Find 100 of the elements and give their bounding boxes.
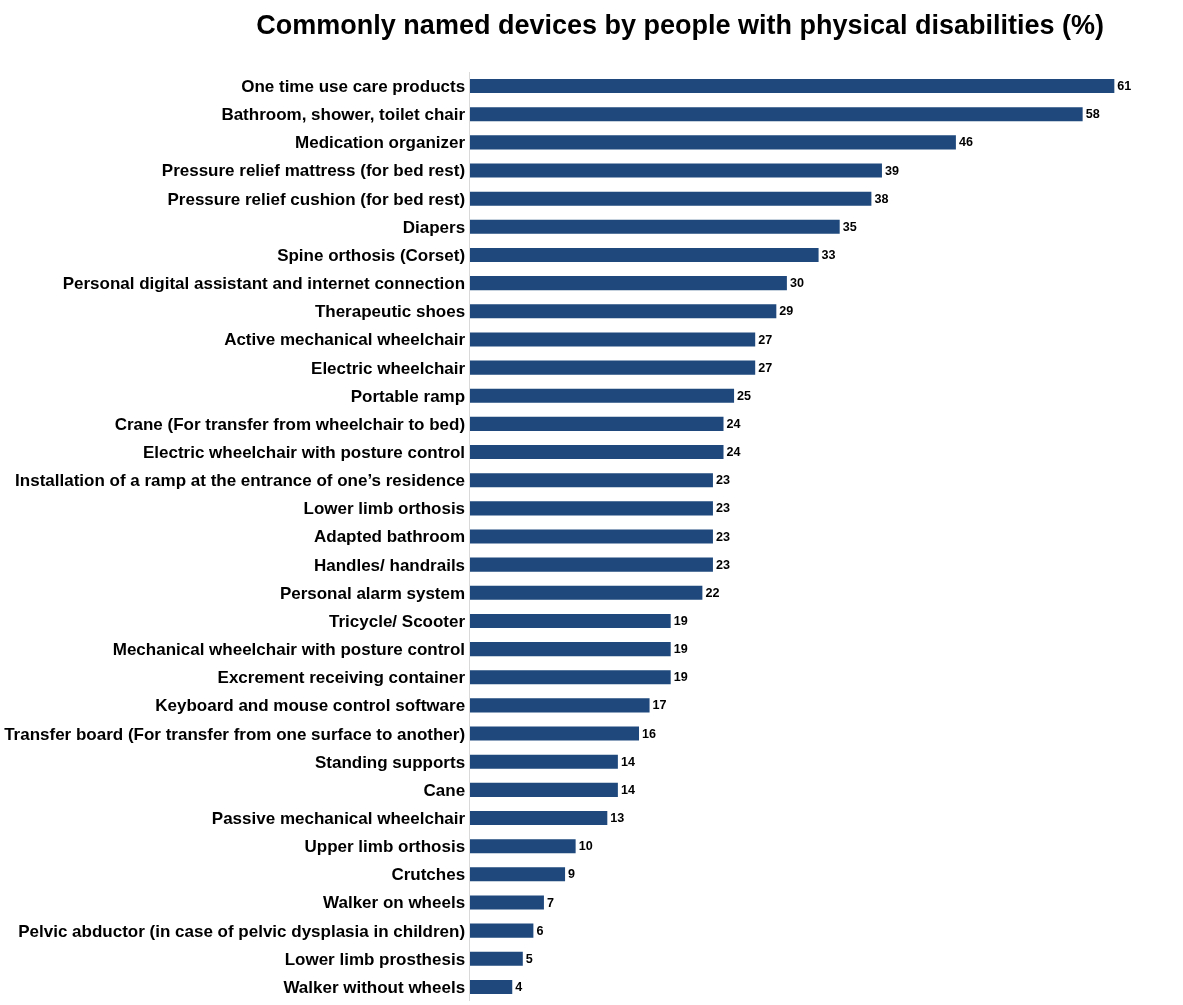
bar (470, 642, 671, 657)
data-label: 24 (726, 445, 741, 460)
bar (470, 951, 523, 966)
bar (470, 782, 618, 797)
y-tick-label: Installation of a ramp at the entrance of one’s residence (15, 471, 466, 491)
bar (470, 529, 713, 544)
y-tick-label: Crane (For transfer from wheelchair to bed) (114, 414, 466, 434)
bar (470, 923, 534, 938)
y-tick-label: Mechanical wheelchair with posture control (112, 640, 466, 660)
bar (470, 304, 777, 319)
y-tick-label: Crutches (391, 865, 466, 885)
data-label: 7 (546, 895, 554, 910)
y-tick-label: Excrement receiving container (217, 668, 466, 688)
y-tick-label: One time use care products (241, 77, 466, 97)
bar (470, 501, 713, 516)
bar (470, 332, 756, 347)
data-label: 16 (642, 726, 657, 741)
y-tick-label: Walker without wheels (283, 977, 466, 997)
data-label: 25 (737, 388, 752, 403)
bar (470, 726, 640, 741)
y-tick-label: Personal alarm system (279, 583, 466, 603)
y-tick-label: Active mechanical wheelchair (224, 330, 466, 350)
y-tick-label: Electric wheelchair with posture control (142, 443, 466, 462)
y-tick-label: Keyboard and mouse control software (155, 696, 466, 716)
data-label: 17 (652, 698, 667, 713)
y-tick-label: Upper limb orthosis (304, 837, 466, 857)
y-tick-label: Personal digital assistant and internet connection (62, 274, 466, 294)
y-tick-label: Tricycle/ Scooter (329, 611, 466, 631)
y-tick-label: Transfer board (For transfer from one surface to another) (4, 724, 466, 744)
y-tick-label: Lower limb orthosis (303, 499, 466, 519)
y-tick-label: Adapted bathroom (313, 527, 466, 547)
y-tick-label: Cane (423, 780, 466, 800)
bar (470, 135, 956, 150)
data-label: 6 (536, 923, 544, 938)
bar (470, 613, 671, 628)
data-label: 19 (673, 614, 688, 629)
y-tick-label: Spine orthosis (Corset) (277, 245, 466, 265)
bar (470, 388, 735, 403)
data-label: 23 (715, 473, 730, 488)
data-label: 14 (620, 782, 635, 797)
data-label: 9 (568, 867, 576, 882)
data-label: 24 (726, 416, 741, 431)
bar (470, 867, 566, 882)
y-tick-label: Electric wheelchair (311, 358, 466, 378)
bar (470, 276, 787, 291)
data-label: 58 (1085, 107, 1100, 122)
bar (470, 810, 608, 826)
bar (470, 698, 650, 713)
data-label: 35 (842, 219, 857, 234)
y-tick-label: Handles/ handrails (313, 555, 466, 575)
chart-title: Commonly named devices by people with physical disabilities (%) (256, 9, 1105, 40)
y-tick-label: Lower limb prosthesis (284, 949, 466, 969)
bar (470, 670, 671, 685)
y-tick-label: Pelvic abductor (in case of pelvic dysplasia in children) (18, 921, 466, 941)
bar (470, 473, 713, 488)
data-label: 14 (620, 754, 635, 769)
bar (470, 360, 756, 375)
data-label: 23 (715, 557, 730, 572)
data-label: 19 (673, 670, 688, 685)
y-tick-label: Standing supports (314, 752, 466, 772)
data-label: 46 (958, 135, 973, 150)
bar (470, 585, 703, 600)
data-label: 38 (874, 191, 889, 206)
bar (470, 557, 713, 572)
bar (470, 416, 724, 431)
bar (470, 979, 513, 994)
data-label: 5 (525, 951, 533, 966)
data-label: 33 (821, 248, 836, 263)
data-label: 13 (610, 811, 625, 826)
data-label: 39 (884, 163, 899, 178)
y-tick-label: Bathroom, shower, toilet chair (221, 105, 466, 125)
bar (470, 754, 618, 769)
bar (470, 247, 819, 263)
y-tick-label: Pressure relief mattress (for bed rest) (161, 161, 466, 181)
data-label: 19 (673, 642, 688, 657)
y-tick-label: Medication organizer (295, 133, 466, 153)
bar (470, 219, 840, 234)
bar (470, 895, 544, 910)
bar (470, 839, 576, 854)
bar (470, 445, 724, 460)
bar (470, 191, 872, 206)
bar (470, 79, 1115, 94)
data-label: 27 (758, 360, 773, 375)
data-label: 10 (578, 839, 593, 854)
data-label: 23 (715, 529, 730, 544)
data-label: 27 (758, 332, 773, 347)
data-label: 30 (789, 276, 804, 291)
y-tick-label: Diapers (402, 217, 466, 237)
y-tick-label: Walker on wheels (323, 893, 466, 913)
bar (470, 163, 882, 178)
data-label: 22 (705, 585, 720, 600)
y-tick-label: Pressure relief cushion (for bed rest) (167, 189, 466, 209)
data-label: 61 (1117, 79, 1132, 94)
data-label: 23 (715, 501, 730, 516)
data-label: 29 (779, 304, 794, 319)
y-tick-label: Therapeutic shoes (314, 302, 466, 322)
data-label: 4 (515, 980, 523, 994)
y-tick-label: Portable ramp (350, 386, 466, 406)
y-tick-label: Passive mechanical wheelchair (211, 808, 466, 828)
bar (470, 107, 1083, 122)
